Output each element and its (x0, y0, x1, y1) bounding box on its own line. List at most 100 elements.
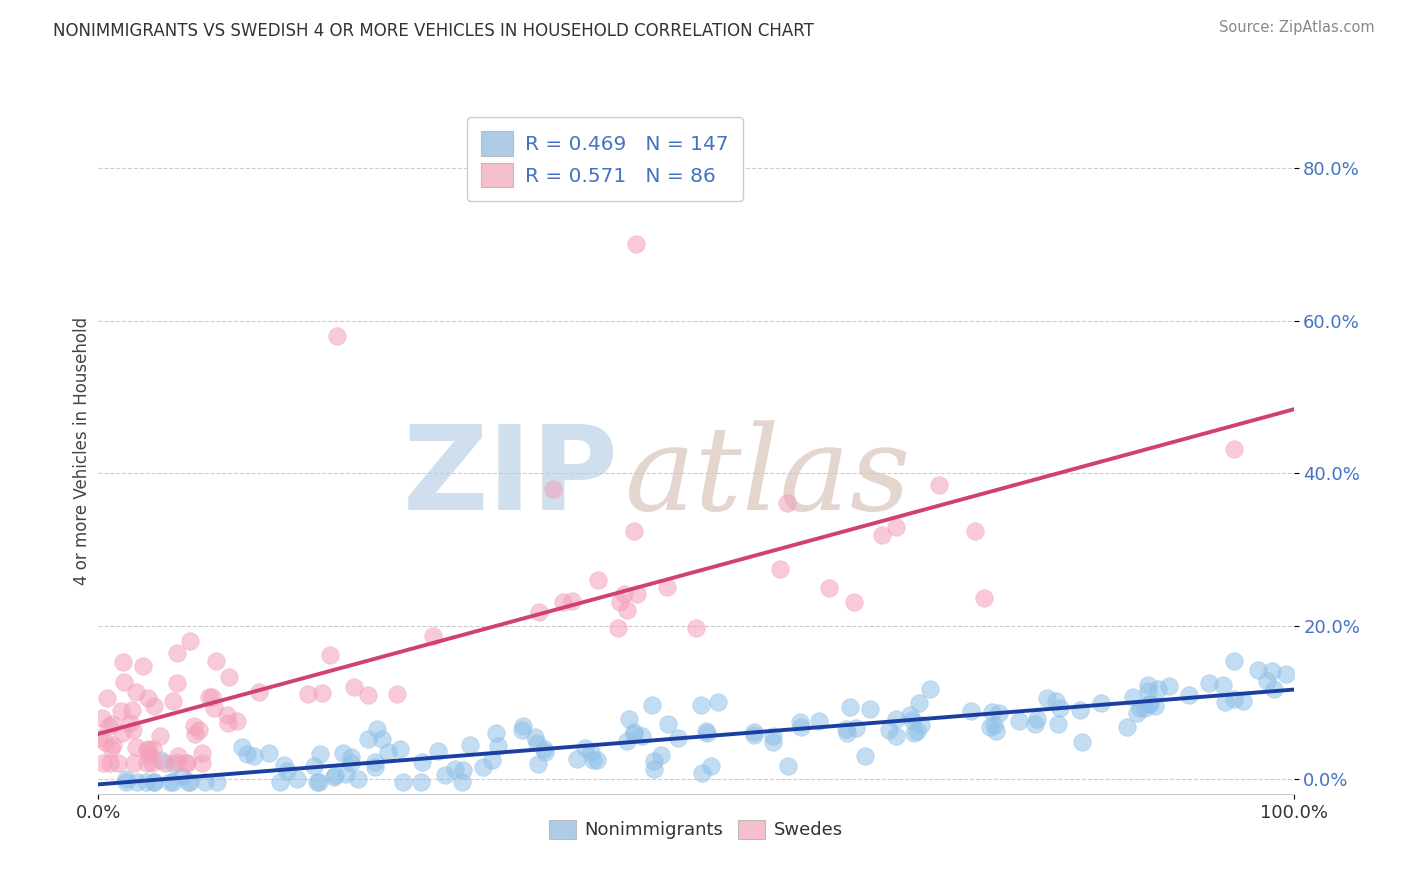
Point (853, 748, 876, 763)
Point (110, 704, 132, 718)
Point (121, 723, 143, 738)
Point (901, 713, 924, 727)
Point (1223, 442, 1246, 457)
Point (257, 746, 280, 760)
Point (631, 729, 654, 743)
Point (808, 714, 831, 728)
Point (1024, 716, 1046, 731)
Point (207, 775, 229, 789)
Point (1036, 690, 1059, 705)
Point (176, 756, 198, 771)
Point (959, 705, 981, 719)
Point (142, 742, 165, 756)
Point (236, 747, 259, 761)
Point (335, 767, 357, 781)
Point (97, 719, 120, 733)
Point (170, 769, 193, 783)
Point (191, 756, 214, 770)
Point (141, 756, 163, 771)
Point (1115, 719, 1137, 733)
Point (512, 719, 534, 733)
Point (1159, 679, 1181, 693)
Point (159, 775, 181, 789)
Point (125, 775, 148, 789)
Point (326, 329, 349, 343)
Point (94, 735, 117, 749)
Point (742, 724, 765, 739)
Point (388, 742, 411, 756)
Point (1049, 701, 1071, 715)
Point (191, 746, 214, 760)
Point (1136, 684, 1159, 698)
Point (179, 633, 201, 648)
Point (700, 759, 723, 773)
Point (136, 756, 159, 771)
Point (607, 621, 630, 635)
Point (979, 719, 1001, 733)
Point (908, 697, 931, 711)
Point (561, 594, 583, 608)
Point (166, 755, 188, 769)
Point (579, 745, 602, 759)
Point (231, 739, 253, 754)
Point (1144, 699, 1167, 714)
Text: ZIP: ZIP (402, 420, 619, 535)
Point (377, 745, 399, 759)
Point (839, 699, 862, 714)
Point (541, 482, 564, 496)
Point (910, 718, 932, 732)
Point (685, 621, 707, 635)
Point (526, 736, 548, 750)
Point (217, 716, 239, 731)
Point (586, 753, 609, 767)
Point (776, 759, 799, 773)
Point (666, 731, 689, 745)
Point (135, 775, 157, 789)
Point (122, 756, 145, 771)
Point (194, 775, 217, 789)
Point (533, 741, 555, 756)
Point (188, 723, 211, 738)
Point (142, 775, 165, 789)
Point (100, 740, 122, 755)
Point (202, 701, 225, 715)
Point (835, 722, 858, 736)
Point (1137, 697, 1160, 711)
Point (903, 726, 925, 740)
Point (973, 591, 995, 606)
Point (411, 756, 433, 770)
Point (1177, 688, 1199, 702)
Point (742, 728, 765, 742)
Point (87, 731, 110, 746)
Point (218, 670, 240, 684)
Point (149, 753, 172, 767)
Point (920, 682, 942, 697)
Point (174, 756, 197, 771)
Point (1139, 697, 1161, 711)
Point (485, 725, 508, 739)
Point (623, 727, 645, 741)
Point (96, 690, 118, 705)
Point (696, 726, 718, 740)
Point (101, 717, 124, 731)
Point (870, 528, 893, 542)
Point (451, 763, 474, 777)
Point (166, 748, 188, 763)
Point (884, 712, 907, 726)
Point (125, 685, 148, 699)
Point (198, 690, 221, 704)
Point (790, 720, 813, 734)
Point (243, 749, 266, 764)
Point (427, 744, 450, 758)
Point (371, 732, 394, 747)
Text: NONIMMIGRANTS VS SWEDISH 4 OR MORE VEHICLES IN HOUSEHOLD CORRELATION CHART: NONIMMIGRANTS VS SWEDISH 4 OR MORE VEHIC… (53, 22, 814, 40)
Point (319, 648, 342, 663)
Point (458, 738, 481, 752)
Point (643, 754, 665, 768)
Point (789, 714, 811, 729)
Text: atlas: atlas (624, 420, 911, 535)
Point (928, 478, 950, 492)
Point (357, 688, 380, 702)
Point (366, 722, 388, 736)
Point (1070, 735, 1092, 749)
